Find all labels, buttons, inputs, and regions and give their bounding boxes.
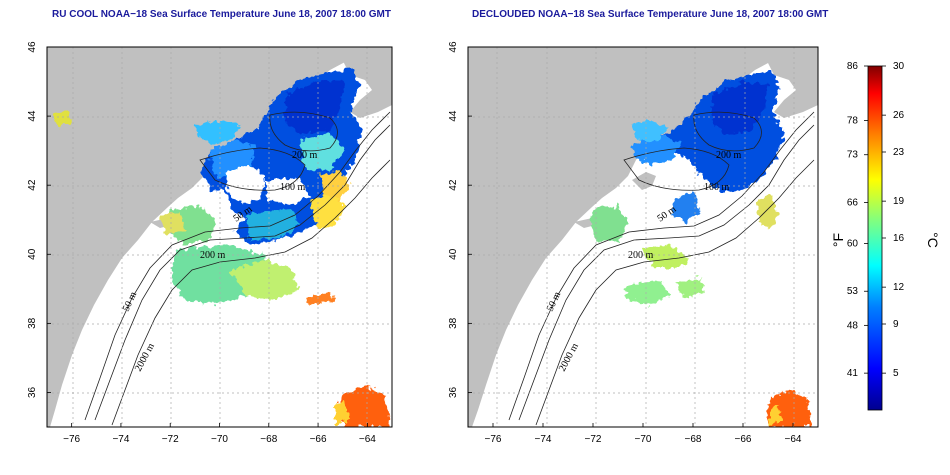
unit-label-fahrenheit: °F: [830, 233, 846, 247]
bathymetry-contours-left: [84, 111, 391, 426]
celsius-tick-label: 19: [893, 196, 905, 207]
lon-tick-label: −66: [310, 434, 327, 445]
lat-tick-label: 44: [27, 110, 38, 122]
celsius-tick-label: 12: [893, 282, 905, 293]
lon-tick-label: −72: [162, 434, 179, 445]
fahrenheit-tick-label: 86: [847, 61, 859, 72]
colorbar: 30 26 23 19 16 12 9 5 86 78 73 66 60 53 48 41 °F °C: [830, 61, 941, 411]
celsius-tick-label: 9: [893, 319, 899, 330]
lon-tick-label: −64: [359, 434, 376, 445]
fahrenheit-tick-label: 78: [847, 116, 859, 127]
celsius-tick-label: 26: [893, 110, 905, 121]
map-title-left: RU COOL NOAA−18 Sea Surface Temperature …: [52, 9, 391, 20]
lon-tick-label: −64: [785, 434, 802, 445]
contour-label: 200 m: [716, 150, 742, 161]
fahrenheit-tick-label: 41: [847, 368, 859, 379]
lon-tick-label: −68: [685, 434, 702, 445]
map-title-right: DECLOUDED NOAA−18 Sea Surface Temperatur…: [472, 9, 829, 20]
lat-tick-label: 42: [448, 179, 459, 191]
lat-tick-label: 40: [448, 248, 459, 260]
celsius-tick-label: 16: [893, 233, 905, 244]
lat-tick-label: 36: [27, 386, 38, 398]
gridlines-right: [468, 47, 818, 427]
lon-tick-label: −76: [63, 434, 80, 445]
bathymetry-contours-right: [508, 111, 815, 426]
land-nova-scotia: [340, 47, 392, 118]
lat-tick-label: 42: [27, 179, 38, 191]
lat-tick-label: 44: [448, 110, 459, 122]
colorbar-gradient: [867, 65, 883, 411]
celsius-tick-label: 23: [893, 147, 905, 158]
contour-label: 200 m: [292, 150, 318, 161]
land-mass: [47, 47, 392, 427]
map-panel-right: 200 m 100 m 50 m 200 m 50 m 2000 m: [467, 46, 819, 428]
fahrenheit-tick-label: 73: [847, 150, 859, 161]
contour-label: 100 m: [280, 182, 306, 193]
unit-label-celsius: °C: [925, 232, 941, 248]
celsius-tick-label: 30: [893, 61, 905, 72]
lon-tick-label: −72: [585, 434, 602, 445]
lon-tick-label: −66: [735, 434, 752, 445]
gridlines-left: [47, 47, 392, 427]
lon-tick-label: −70: [211, 434, 228, 445]
map-panel-left: 200 m 100 m 50 m 200 m 50 m 2000 m: [46, 46, 393, 428]
land-mass: [468, 47, 818, 427]
lon-tick-label: −74: [535, 434, 552, 445]
lon-tick-label: −68: [260, 434, 277, 445]
fahrenheit-tick-label: 53: [847, 286, 859, 297]
lon-tick-label: −76: [485, 434, 502, 445]
celsius-tick-label: 5: [893, 368, 899, 379]
contour-label: 200 m: [200, 250, 226, 261]
lat-tick-label: 40: [27, 248, 38, 260]
axis-tick-labels: −76 −74 −72 −70 −68 −66 −64 36 38 40 42 44 46 −76 −74 −…: [27, 41, 802, 445]
sst-field-right: [590, 72, 812, 427]
lon-tick-label: −74: [112, 434, 129, 445]
lon-tick-label: −70: [635, 434, 652, 445]
land-cape-cod: [632, 172, 656, 190]
lat-tick-label: 46: [27, 41, 38, 53]
fahrenheit-tick-label: 66: [847, 198, 859, 209]
lat-tick-label: 36: [448, 386, 459, 398]
lat-tick-label: 38: [27, 317, 38, 329]
lat-tick-label: 38: [448, 317, 459, 329]
lat-tick-label: 46: [448, 41, 459, 53]
contour-label: 200 m: [628, 250, 654, 261]
fahrenheit-tick-label: 48: [847, 320, 859, 331]
cloud-gaps-left: [205, 165, 310, 215]
colorbar-tick-labels: 30 26 23 19 16 12 9 5 86 78 73 66 60 53 48 41: [847, 61, 905, 379]
contour-label: 100 m: [704, 182, 730, 193]
fahrenheit-tick-label: 60: [847, 238, 859, 249]
land-nova-scotia: [764, 47, 818, 118]
